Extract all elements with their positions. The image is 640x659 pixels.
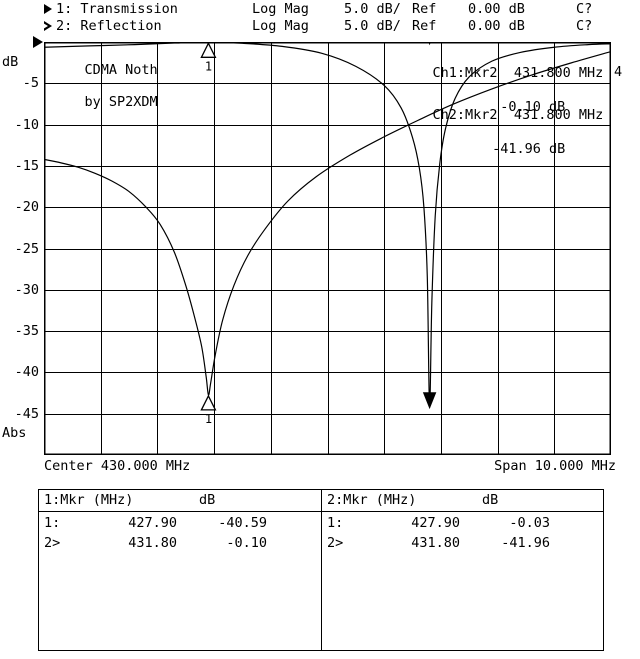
channel-2-ref-label: Ref [412, 18, 437, 34]
x-axis-span-label[interactable]: Span 10.000 MHz [494, 458, 616, 474]
marker-table-ch1-body: 1: 427.90 -40.59 2> 431.80 -0.10 [39, 512, 321, 553]
channel-2-scale[interactable]: 5.0 dB/ [344, 18, 401, 34]
svg-text:1: 1 [205, 412, 212, 426]
marker-readout-ch2-id: Ch2:Mkr2 [432, 107, 498, 123]
marker-1-ch2[interactable]: 1 [200, 42, 217, 73]
y-axis-tick: -35 [14, 323, 39, 340]
marker-id: 2> [44, 535, 61, 551]
y-axis-tick: -45 [14, 405, 39, 422]
marker-2-ch1[interactable] [424, 42, 436, 46]
table-row[interactable]: 2> 431.80 -41.96 [322, 533, 603, 553]
marker-table-ch2[interactable]: 2:Mkr (MHz) dB 1: 427.90 -0.03 2> 431.80… [321, 490, 603, 650]
marker-freq: 431.80 [411, 535, 460, 551]
right-edge-digit: 4 [614, 64, 623, 80]
marker-freq: 427.90 [411, 515, 460, 531]
trace-title-line-2: by SP2XDM [84, 94, 158, 110]
channel-1-ref-label: Ref [412, 1, 437, 17]
trace-title: CDMA Noth by SP2XDM [52, 46, 158, 126]
y-axis-tick: -20 [14, 199, 39, 216]
marker-db: -0.03 [509, 515, 550, 531]
marker-readout-ch2-freq: 431.800 MHz [513, 107, 604, 123]
marker-readout-ch1-freq: 431.800 MHz [513, 65, 604, 81]
sweep-mode-label: Abs [2, 425, 27, 441]
y-axis-tick: -5 [22, 75, 39, 92]
channel-1-header[interactable]: 1: Transmission Log Mag 5.0 dB/ Ref 0.00… [44, 1, 640, 18]
table-row[interactable]: 2> 431.80 -0.10 [39, 533, 321, 553]
marker-freq: 427.90 [128, 515, 177, 531]
marker-id: 1: [327, 515, 344, 531]
channel-1-correction[interactable]: C? [576, 1, 593, 17]
marker-id: 2> [327, 535, 344, 551]
channel-2-format[interactable]: Log Mag [252, 18, 309, 34]
y-axis-unit: dB [2, 54, 19, 70]
marker-readout-ch1: Ch1:Mkr2 431.800 MHz -0.10 dB [400, 48, 604, 150]
channel-2-header[interactable]: 2: Reflection Log Mag 5.0 dB/ Ref 0.00 d… [43, 18, 640, 35]
marker-readout-ch1-value: -0.10 dB [500, 99, 566, 115]
marker-table-ch1-unit: dB [199, 492, 216, 508]
channel-1-scale[interactable]: 5.0 dB/ [344, 1, 401, 17]
y-axis-tick: -25 [14, 240, 39, 257]
svg-text:1: 1 [205, 59, 212, 73]
marker-db: -41.96 [501, 535, 550, 551]
plot-graticule: 11 [44, 42, 611, 455]
channel-1-label: 1: Transmission [56, 1, 178, 17]
marker-2-ch2[interactable] [422, 392, 437, 410]
trace-2 [44, 42, 611, 408]
channel-2-label: 2: Reflection [56, 18, 162, 34]
marker-readout-ch2-value: -41.96 dB [492, 141, 566, 157]
channel-1-format[interactable]: Log Mag [252, 1, 309, 17]
marker-readout-ch2: Ch2:Mkr2 431.800 MHz -41.96 dB [400, 90, 604, 192]
marker-table-ch2-title: 2:Mkr (MHz) [327, 492, 417, 508]
channel-2-active-icon [43, 18, 56, 35]
marker-tables: 1:Mkr (MHz) dB 1: 427.90 -40.59 2> 431.8… [38, 489, 604, 651]
channel-1-ref-value[interactable]: 0.00 dB [468, 1, 525, 17]
channel-2-ref-value[interactable]: 0.00 dB [468, 18, 525, 34]
marker-readout-ch1-id: Ch1:Mkr2 [432, 65, 498, 81]
marker-table-ch1[interactable]: 1:Mkr (MHz) dB 1: 427.90 -40.59 2> 431.8… [39, 490, 321, 650]
marker-db: -40.59 [218, 515, 267, 531]
marker-table-ch1-title: 1:Mkr (MHz) [44, 492, 134, 508]
y-axis-tick: -10 [14, 116, 39, 133]
channel-1-active-icon [44, 1, 56, 18]
y-axis-tick: -15 [14, 157, 39, 174]
marker-table-ch2-header: 2:Mkr (MHz) dB [322, 490, 603, 512]
y-axis-tick: -40 [14, 364, 39, 381]
marker-table-ch2-body: 1: 427.90 -0.03 2> 431.80 -41.96 [322, 512, 603, 553]
trace-1 [44, 50, 611, 396]
reference-position-pointer-icon [33, 36, 43, 48]
marker-id: 1: [44, 515, 61, 531]
y-axis-tick: -30 [14, 281, 39, 298]
marker-freq: 431.80 [128, 535, 177, 551]
y-axis: dB -5 -10 -15 -20 -25 -30 -35 -40 -45 [0, 42, 42, 455]
marker-table-ch1-header: 1:Mkr (MHz) dB [39, 490, 321, 512]
marker-1-ch1[interactable]: 1 [200, 394, 217, 426]
channel-2-correction[interactable]: C? [576, 18, 593, 34]
marker-db: -0.10 [226, 535, 267, 551]
table-row[interactable]: 1: 427.90 -40.59 [39, 513, 321, 533]
table-row[interactable]: 1: 427.90 -0.03 [322, 513, 603, 533]
marker-table-ch2-unit: dB [482, 492, 499, 508]
x-axis-center-label[interactable]: Center 430.000 MHz [44, 458, 191, 474]
trace-title-line-1: CDMA Noth [84, 62, 158, 78]
